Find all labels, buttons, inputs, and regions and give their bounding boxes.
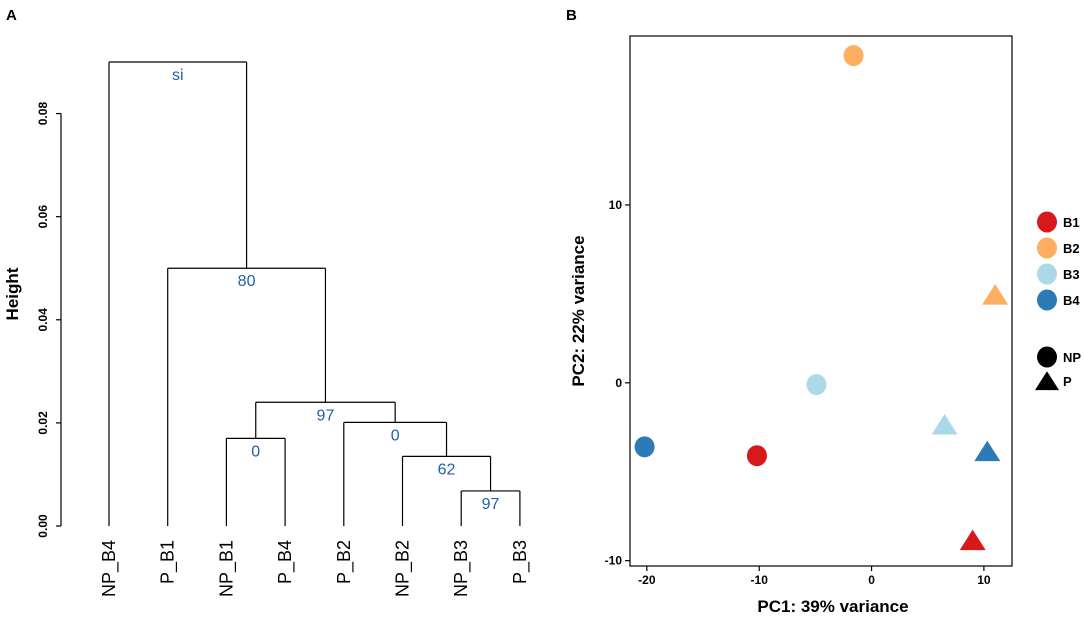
legend-label-p: P	[1063, 374, 1072, 389]
x-tick-label: -10	[751, 573, 769, 587]
panel-b-label: B	[566, 7, 577, 24]
y-tick-label: -10	[605, 554, 623, 568]
leaf-label: NP_B1	[216, 540, 237, 597]
y-axis-title: PC2: 22% variance	[569, 235, 588, 386]
legend-shape-circle	[1037, 346, 1057, 368]
scatter-point-b1-np	[746, 445, 767, 467]
legend-label-np: NP	[1063, 350, 1081, 365]
bootstrap-label: 97	[317, 407, 335, 424]
y-tick-label: 0.00	[36, 514, 50, 538]
plot-frame	[629, 35, 1013, 567]
scatter-point-b3-p	[931, 414, 958, 435]
leaf-label: NP_B3	[451, 540, 472, 597]
scatter-point-b1-p	[959, 529, 986, 551]
x-axis-title: PC1: 39% variance	[757, 597, 908, 616]
bootstrap-label: si	[172, 67, 184, 84]
bootstrap-label: 0	[391, 427, 400, 444]
leaf-label: NP_B2	[393, 540, 414, 597]
legend-swatch-b2	[1037, 237, 1057, 259]
dendrogram-panel: 0.00 0.02 0.04 0.06 0.08 Height 97 62 0 0 97 80 si NP…	[3, 61, 531, 597]
y-tick-label: 0.02	[36, 411, 50, 435]
legend-label-b4: B4	[1063, 293, 1080, 308]
legend-shape-triangle	[1035, 371, 1059, 391]
y-tick-label: 0.08	[36, 102, 50, 126]
bootstrap-label: 80	[238, 273, 256, 290]
y-tick-label: 0	[615, 376, 622, 390]
y-tick-label: 10	[609, 198, 623, 212]
leaf-label: P_B2	[334, 540, 355, 584]
legend-swatch-b4	[1037, 289, 1057, 311]
bootstrap-label: 0	[251, 443, 260, 460]
scatter-point-b2-p	[982, 284, 1009, 305]
scatter-point-b4-np	[634, 436, 655, 458]
y-tick-label: 0.04	[36, 308, 50, 332]
legend-swatch-b1	[1037, 211, 1057, 233]
x-tick-label: 10	[977, 573, 991, 587]
leaf-label: P_B3	[510, 540, 531, 584]
scatter-point-b2-np	[843, 45, 864, 67]
pca-scatter-panel: -20 -10 0 10 -10 0 10 PC1: 39% variance PC2: 22%…	[569, 35, 1081, 616]
bootstrap-label: 97	[482, 496, 500, 513]
scatter-point-b3-np	[806, 374, 827, 396]
scatter-point-b4-p	[974, 440, 1001, 462]
legend-label-b2: B2	[1063, 241, 1080, 256]
x-tick-label: 0	[868, 573, 875, 587]
panel-a-label: A	[6, 7, 17, 24]
leaf-label: NP_B4	[99, 540, 120, 597]
y-tick-label: 0.06	[36, 205, 50, 229]
leaf-label: P_B1	[158, 540, 179, 584]
legend-label-b1: B1	[1063, 215, 1080, 230]
y-axis-title: Height	[3, 267, 22, 320]
legend-swatch-b3	[1037, 263, 1057, 285]
bootstrap-label: 62	[438, 461, 456, 478]
leaf-label: P_B4	[275, 540, 296, 584]
x-tick-label: -20	[638, 573, 656, 587]
legend-label-b3: B3	[1063, 267, 1080, 282]
